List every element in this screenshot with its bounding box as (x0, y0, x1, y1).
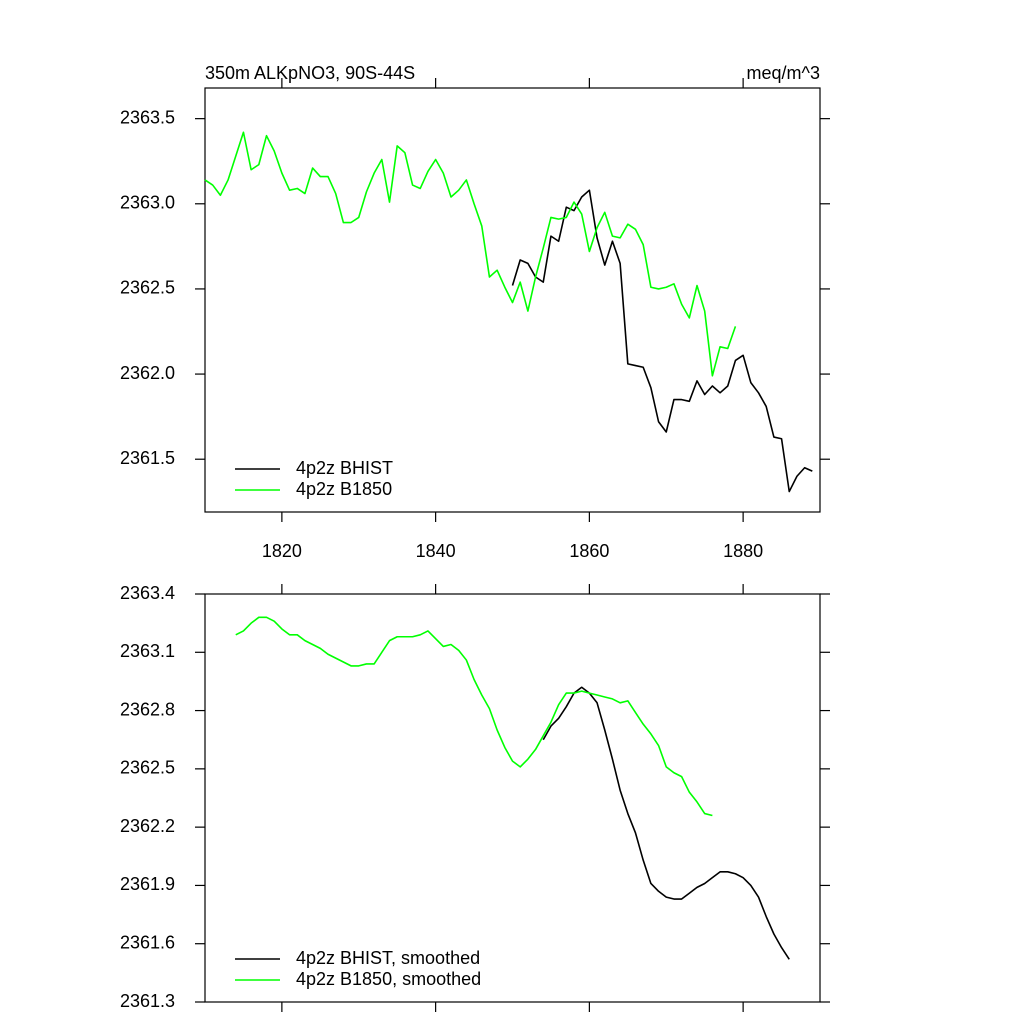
y-tick-label: 2362.8 (120, 699, 175, 719)
plot-frame (204, 87, 821, 513)
x-tick-label: 1860 (569, 541, 609, 561)
chart-title: 350m ALKpNO3, 90S-44S (205, 63, 415, 83)
x-tick-label: 1840 (416, 541, 456, 561)
y-tick-label: 2363.0 (120, 193, 175, 213)
y-tick-label: 2362.5 (120, 758, 175, 778)
series-line (511, 189, 813, 493)
y-tick-label: 2362.5 (120, 278, 175, 298)
y-tick-label: 2361.6 (120, 932, 175, 952)
y-tick-label: 2361.5 (120, 448, 175, 468)
series-line (542, 686, 790, 960)
y-tick-label: 2361.9 (120, 874, 175, 894)
series-line (235, 616, 713, 817)
y-tick-label: 2363.4 (120, 583, 175, 603)
legend-label: 4p2z BHIST (296, 458, 393, 478)
legend-label: 4p2z B1850, smoothed (296, 969, 481, 989)
x-tick-label: 1880 (723, 541, 763, 561)
y-tick-label: 2361.3 (120, 991, 175, 1011)
x-tick-label: 1820 (262, 541, 302, 561)
series-line (204, 131, 737, 377)
units-label: meq/m^3 (747, 63, 820, 83)
y-tick-label: 2362.0 (120, 363, 175, 383)
legend-label: 4p2z BHIST, smoothed (296, 948, 480, 968)
y-tick-label: 2362.2 (120, 816, 175, 836)
plot-frame (204, 593, 821, 1003)
y-tick-label: 2363.1 (120, 641, 175, 661)
y-tick-label: 2363.5 (120, 107, 175, 127)
legend-label: 4p2z B1850 (296, 479, 392, 499)
